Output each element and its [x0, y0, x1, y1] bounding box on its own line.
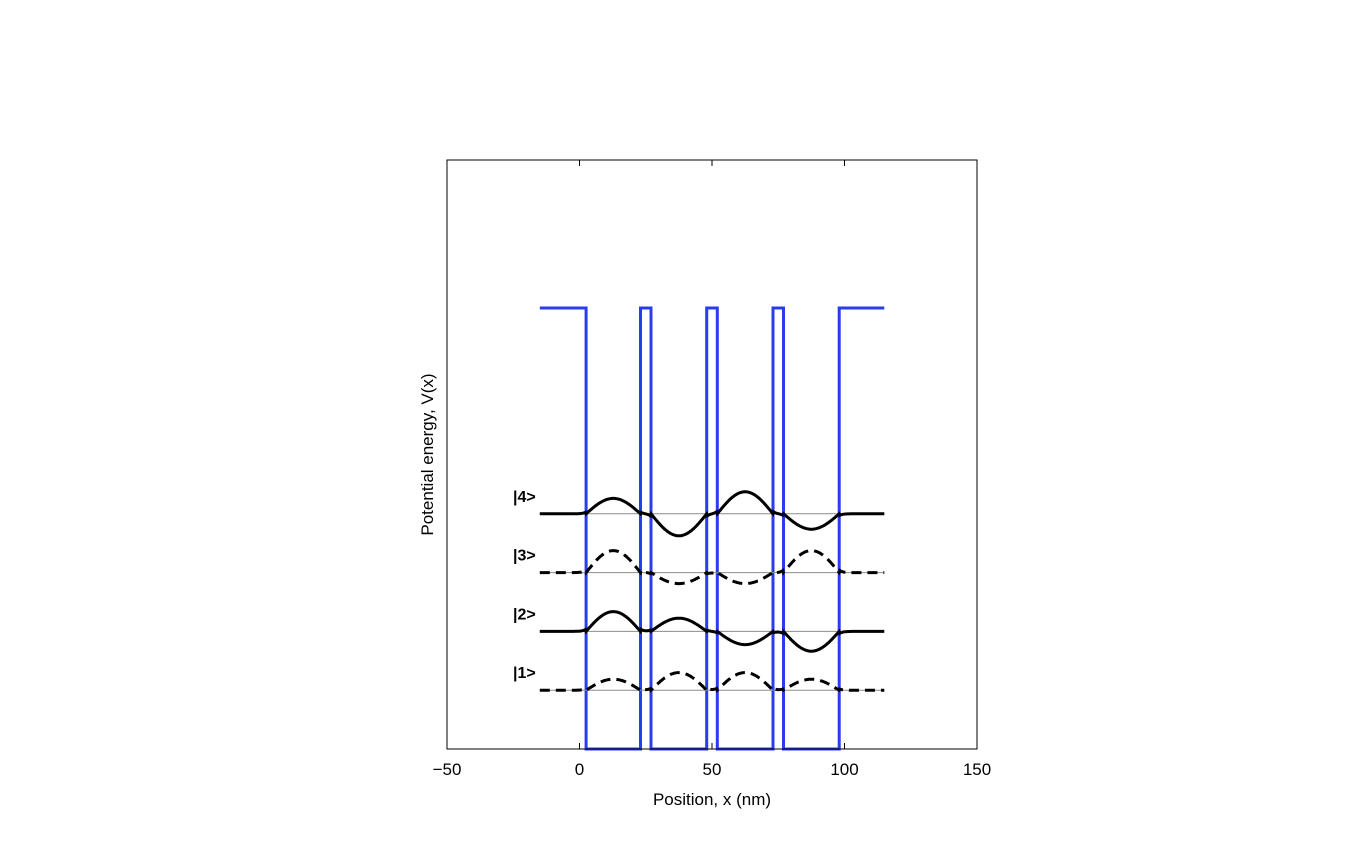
state-label: |4>	[513, 489, 536, 506]
x-axis-label: Position, x (nm)	[653, 790, 771, 809]
x-tick-label: 50	[703, 760, 722, 779]
wavefunction-curve	[539, 610, 885, 653]
state-label: |3>	[513, 548, 536, 565]
potential-layer	[539, 306, 885, 751]
x-axis-ticks: −50 0 50 100 150	[433, 160, 991, 779]
state-label: |1>	[513, 665, 536, 682]
potential-profile-line	[539, 306, 885, 751]
wavefunction-curve	[539, 549, 885, 586]
axes-frame	[446, 159, 978, 750]
x-tick-label: 150	[963, 760, 991, 779]
x-tick-label: 100	[830, 760, 858, 779]
x-tick-label: 0	[575, 760, 584, 779]
y-axis-label: Potential energy, V(x)	[418, 373, 437, 535]
wavefunction-curve	[539, 490, 885, 538]
states-layer: |1> |2> |3> |4>	[513, 489, 885, 693]
state-label: |2>	[513, 606, 536, 623]
x-tick-label: −50	[433, 760, 462, 779]
wavefunction-curve	[539, 671, 885, 693]
